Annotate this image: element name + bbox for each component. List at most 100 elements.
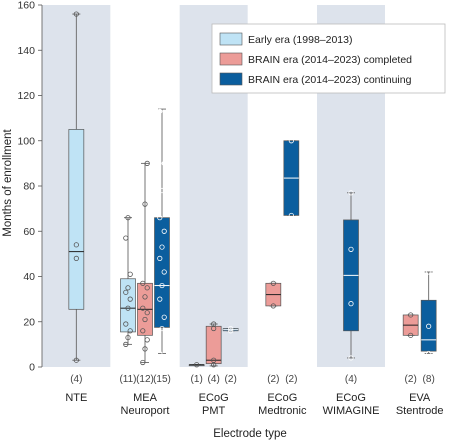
box-brain_continuing bbox=[154, 108, 170, 357]
category-label: ECoG bbox=[199, 392, 229, 404]
data-point bbox=[73, 357, 79, 363]
category-label: Neuroport bbox=[121, 405, 170, 417]
data-point bbox=[73, 255, 79, 261]
data-point bbox=[157, 296, 163, 302]
data-point bbox=[127, 296, 133, 302]
data-point bbox=[348, 301, 354, 307]
data-point bbox=[426, 323, 432, 329]
data-point bbox=[161, 228, 167, 234]
n-label: (2) bbox=[267, 374, 279, 385]
category-label: Medtronic bbox=[258, 405, 307, 417]
data-point bbox=[123, 235, 129, 241]
data-point bbox=[125, 285, 131, 291]
data-point bbox=[348, 246, 354, 252]
data-point bbox=[228, 325, 234, 332]
legend-swatch bbox=[219, 72, 243, 86]
data-point bbox=[288, 212, 294, 219]
data-point bbox=[123, 289, 129, 295]
data-point bbox=[288, 138, 294, 144]
y-tick-label: 40 bbox=[23, 271, 35, 283]
legend: Early era (1998–2013) BRAIN era (2014–202… bbox=[211, 23, 446, 94]
data-point bbox=[123, 321, 129, 327]
category-label: PMT bbox=[202, 405, 226, 417]
n-label: (12) bbox=[136, 374, 154, 385]
data-point bbox=[159, 325, 165, 332]
n-label: (8) bbox=[423, 374, 435, 385]
n-label: (15) bbox=[153, 374, 171, 385]
box-brain_continuing bbox=[420, 269, 437, 357]
data-point bbox=[161, 269, 167, 275]
y-tick-label: 20 bbox=[23, 316, 35, 328]
data-point bbox=[157, 255, 163, 261]
box-brain_completed bbox=[265, 280, 282, 309]
n-label: (11) bbox=[119, 374, 136, 385]
data-point bbox=[426, 269, 432, 275]
n-label: (4) bbox=[70, 374, 82, 385]
data-point bbox=[142, 346, 148, 352]
data-point bbox=[144, 337, 150, 343]
y-tick-label: 120 bbox=[17, 90, 35, 102]
n-label: (1) bbox=[191, 374, 203, 385]
data-point bbox=[348, 355, 354, 361]
data-point bbox=[408, 332, 414, 338]
legend-box bbox=[211, 23, 446, 94]
y-tick-label: 0 bbox=[29, 362, 35, 374]
legend-label: BRAIN era (2014–2023) completed bbox=[248, 54, 412, 66]
data-point bbox=[144, 310, 150, 316]
data-point bbox=[142, 294, 148, 300]
box-early bbox=[68, 11, 85, 363]
y-tick-label: 60 bbox=[23, 226, 35, 238]
legend-swatch bbox=[219, 52, 243, 66]
data-point bbox=[426, 350, 432, 357]
box-brain_completed bbox=[205, 321, 222, 368]
data-point bbox=[144, 285, 150, 291]
legend-swatch bbox=[219, 32, 243, 46]
y-tick-label: 80 bbox=[23, 181, 35, 193]
box-brain_continuing bbox=[283, 138, 300, 219]
data-point bbox=[125, 334, 131, 341]
data-point bbox=[161, 160, 167, 166]
box-brain_completed bbox=[402, 312, 419, 338]
data-point bbox=[157, 350, 163, 357]
data-point bbox=[348, 190, 354, 196]
data-point bbox=[125, 305, 131, 311]
category-label: MEA bbox=[133, 392, 158, 404]
category-label: WIMAGINE bbox=[323, 405, 380, 417]
legend-label: BRAIN era (2014–2023) continuing bbox=[248, 74, 412, 86]
category-label: NTE bbox=[65, 392, 87, 404]
data-point bbox=[211, 321, 217, 327]
legend-label: Early era (1998–2013) bbox=[248, 34, 352, 46]
box-brain_completed bbox=[137, 160, 153, 366]
y-tick-label: 100 bbox=[17, 135, 35, 147]
box-brain_continuing bbox=[343, 190, 359, 361]
n-label: (4) bbox=[208, 374, 220, 385]
box-early bbox=[120, 215, 136, 347]
data-point bbox=[157, 108, 163, 114]
data-point bbox=[270, 280, 276, 286]
category-label: ECoG bbox=[267, 392, 297, 404]
data-point bbox=[73, 242, 79, 248]
data-point bbox=[142, 316, 148, 323]
data-point bbox=[211, 357, 217, 363]
data-point bbox=[161, 314, 167, 320]
y-tick-label: 140 bbox=[17, 45, 35, 57]
n-label: (2) bbox=[285, 374, 297, 385]
data-point bbox=[127, 328, 133, 334]
category-label: EVA bbox=[409, 392, 431, 404]
n-label: (4) bbox=[345, 374, 357, 385]
data-point bbox=[140, 305, 146, 311]
x-axis-label: Electrode type bbox=[213, 428, 287, 440]
data-point bbox=[127, 271, 133, 277]
data-point bbox=[125, 215, 131, 221]
n-label: (2) bbox=[225, 374, 237, 385]
data-point bbox=[228, 328, 234, 334]
data-point bbox=[140, 328, 146, 334]
box-early bbox=[188, 362, 205, 368]
box-iqr bbox=[420, 299, 437, 352]
data-point bbox=[159, 187, 165, 194]
n-label: (2) bbox=[405, 374, 417, 385]
data-point bbox=[159, 282, 165, 289]
data-point bbox=[194, 362, 200, 368]
